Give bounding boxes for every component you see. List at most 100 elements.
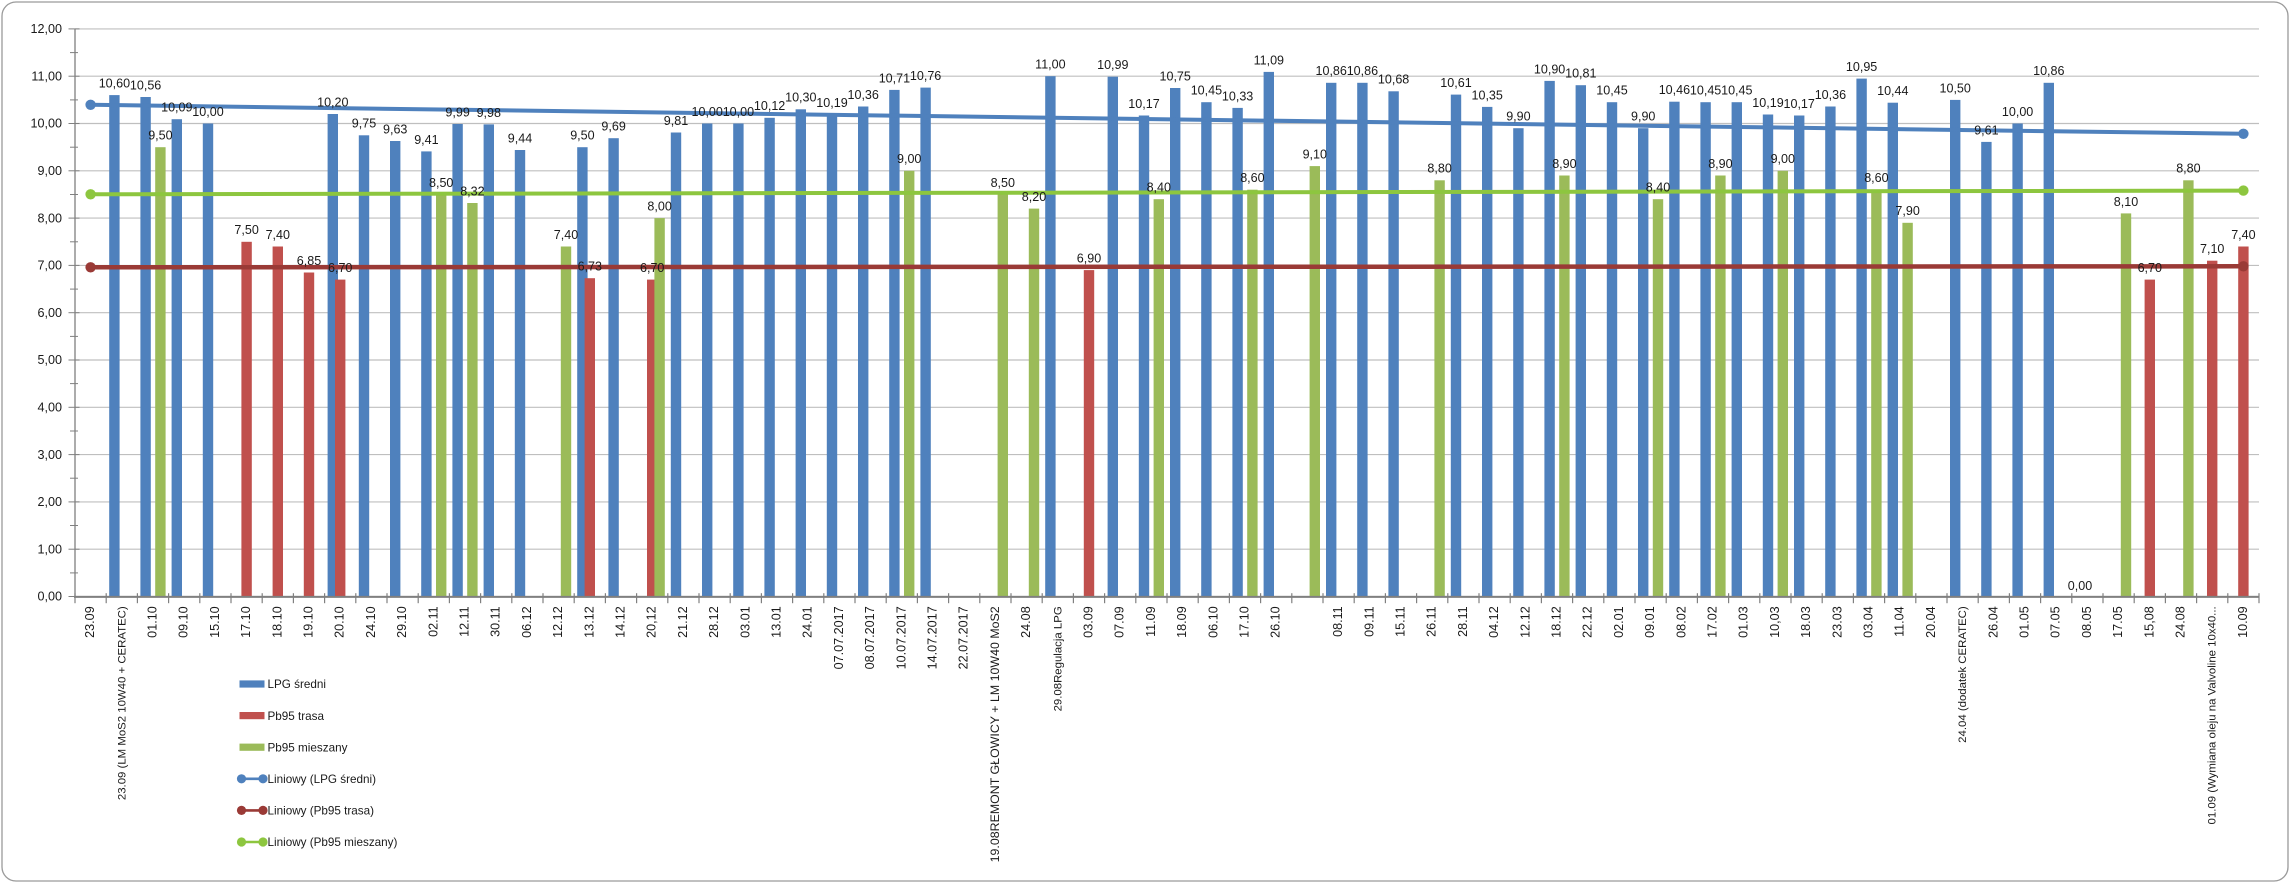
svg-text:10,45: 10,45 bbox=[1721, 84, 1752, 98]
svg-text:26.10: 26.10 bbox=[1269, 606, 1283, 638]
svg-text:8,32: 8,32 bbox=[460, 184, 484, 198]
svg-text:10,45: 10,45 bbox=[1191, 84, 1222, 98]
svg-text:7,40: 7,40 bbox=[266, 228, 290, 242]
svg-text:29.10: 29.10 bbox=[395, 606, 409, 638]
svg-text:9,98: 9,98 bbox=[477, 106, 501, 120]
svg-text:10,61: 10,61 bbox=[1440, 76, 1471, 90]
svg-text:3,00: 3,00 bbox=[37, 448, 62, 462]
svg-text:10,81: 10,81 bbox=[1565, 67, 1596, 81]
svg-text:7,10: 7,10 bbox=[2200, 242, 2224, 256]
svg-text:8,80: 8,80 bbox=[2176, 162, 2200, 176]
svg-text:10,00: 10,00 bbox=[192, 105, 223, 119]
svg-text:03.09: 03.09 bbox=[1082, 606, 1096, 638]
svg-text:6,00: 6,00 bbox=[37, 306, 62, 320]
svg-text:26.04: 26.04 bbox=[1986, 606, 2000, 638]
svg-text:09.10: 09.10 bbox=[177, 606, 191, 638]
svg-text:24.08: 24.08 bbox=[1019, 606, 1033, 638]
svg-text:10,36: 10,36 bbox=[847, 88, 878, 102]
svg-text:29.08Regulacja LPG: 29.08Regulacja LPG bbox=[1052, 606, 1064, 711]
svg-text:09.11: 09.11 bbox=[1362, 606, 1376, 637]
svg-text:8,80: 8,80 bbox=[1427, 162, 1451, 176]
svg-text:8,90: 8,90 bbox=[1708, 157, 1732, 171]
svg-text:22.12: 22.12 bbox=[1581, 606, 1595, 638]
svg-text:6,70: 6,70 bbox=[328, 261, 352, 275]
svg-text:9,90: 9,90 bbox=[1631, 110, 1655, 124]
svg-text:10,71: 10,71 bbox=[879, 71, 910, 85]
svg-text:08.11: 08.11 bbox=[1331, 606, 1345, 637]
svg-text:10,44: 10,44 bbox=[1877, 84, 1908, 98]
svg-text:10,19: 10,19 bbox=[1752, 96, 1783, 110]
svg-text:10,12: 10,12 bbox=[754, 99, 785, 113]
svg-text:10,35: 10,35 bbox=[1471, 88, 1502, 102]
svg-text:07.05: 07.05 bbox=[2049, 606, 2063, 638]
svg-text:5,00: 5,00 bbox=[37, 353, 62, 367]
svg-text:08.02: 08.02 bbox=[1674, 606, 1688, 638]
svg-text:17.10: 17.10 bbox=[1238, 606, 1252, 638]
svg-text:0,00: 0,00 bbox=[2068, 579, 2092, 593]
svg-text:01.03: 01.03 bbox=[1737, 606, 1751, 638]
svg-text:Liniowy (LPG średni): Liniowy (LPG średni) bbox=[268, 773, 377, 786]
svg-text:18.12: 18.12 bbox=[1550, 606, 1564, 638]
svg-text:08.05: 08.05 bbox=[2080, 606, 2094, 638]
svg-text:10,30: 10,30 bbox=[785, 91, 816, 105]
svg-text:24.08: 24.08 bbox=[2174, 606, 2188, 638]
svg-text:23.09 (LM MoS2 10W40 + CERATEC: 23.09 (LM MoS2 10W40 + CERATEC) bbox=[116, 606, 128, 800]
svg-text:8,10: 8,10 bbox=[2114, 195, 2138, 209]
svg-text:9,50: 9,50 bbox=[570, 129, 594, 143]
svg-text:9,00: 9,00 bbox=[897, 152, 921, 166]
svg-text:4,00: 4,00 bbox=[37, 401, 62, 415]
svg-text:14.07.2017: 14.07.2017 bbox=[926, 606, 940, 669]
svg-text:10,45: 10,45 bbox=[1596, 84, 1627, 98]
svg-text:10,00: 10,00 bbox=[723, 105, 754, 119]
svg-text:8,20: 8,20 bbox=[1022, 190, 1046, 204]
svg-text:11.09: 11.09 bbox=[1144, 606, 1158, 637]
svg-text:10,17: 10,17 bbox=[1783, 97, 1814, 111]
svg-text:10,00: 10,00 bbox=[691, 105, 722, 119]
svg-text:02.11: 02.11 bbox=[426, 606, 440, 637]
svg-text:8,60: 8,60 bbox=[1240, 171, 1264, 185]
svg-text:10,60: 10,60 bbox=[99, 77, 130, 91]
svg-text:10,17: 10,17 bbox=[1128, 97, 1159, 111]
svg-text:9,69: 9,69 bbox=[601, 120, 625, 134]
svg-text:10,86: 10,86 bbox=[2033, 64, 2064, 78]
svg-text:10,45: 10,45 bbox=[1690, 84, 1721, 98]
svg-text:01.09 (Wymiana oleju na Valvol: 01.09 (Wymiana oleju na Valvoline 10x40.… bbox=[2207, 606, 2219, 824]
svg-text:15,08: 15,08 bbox=[2142, 606, 2156, 638]
svg-text:10,86: 10,86 bbox=[1315, 64, 1346, 78]
svg-text:10.07.2017: 10.07.2017 bbox=[894, 606, 908, 669]
svg-text:8,50: 8,50 bbox=[991, 176, 1015, 190]
svg-text:7,40: 7,40 bbox=[554, 228, 578, 242]
svg-text:9,44: 9,44 bbox=[508, 131, 532, 145]
svg-text:17.02: 17.02 bbox=[1706, 606, 1720, 638]
svg-text:09.01: 09.01 bbox=[1643, 606, 1657, 638]
svg-text:18.09: 18.09 bbox=[1175, 606, 1189, 638]
svg-text:03.01: 03.01 bbox=[738, 606, 752, 638]
svg-text:8,40: 8,40 bbox=[1147, 181, 1171, 195]
svg-text:Pb95 mieszany: Pb95 mieszany bbox=[268, 741, 348, 754]
svg-text:03.04: 03.04 bbox=[1862, 606, 1876, 638]
svg-text:07.09: 07.09 bbox=[1113, 606, 1127, 638]
svg-text:12.11: 12.11 bbox=[458, 606, 472, 637]
svg-text:24.01: 24.01 bbox=[801, 606, 815, 638]
svg-text:19.10: 19.10 bbox=[302, 606, 316, 638]
svg-text:9,75: 9,75 bbox=[352, 117, 376, 131]
svg-text:15.11: 15.11 bbox=[1394, 606, 1408, 637]
svg-text:9,81: 9,81 bbox=[664, 114, 688, 128]
svg-text:10,19: 10,19 bbox=[816, 96, 847, 110]
svg-text:11.04: 11.04 bbox=[1893, 606, 1907, 637]
svg-text:24.04 (dodatek CERATEC): 24.04 (dodatek CERATEC) bbox=[1957, 606, 1969, 743]
svg-text:13.12: 13.12 bbox=[582, 606, 596, 638]
svg-text:23.03: 23.03 bbox=[1830, 606, 1844, 638]
svg-text:9,00: 9,00 bbox=[37, 164, 62, 178]
svg-text:6,85: 6,85 bbox=[297, 254, 321, 268]
svg-text:9,10: 9,10 bbox=[1303, 148, 1327, 162]
svg-text:10,86: 10,86 bbox=[1347, 64, 1378, 78]
svg-text:12.12: 12.12 bbox=[551, 606, 565, 638]
svg-text:21.12: 21.12 bbox=[676, 606, 690, 638]
svg-text:28.11: 28.11 bbox=[1456, 606, 1470, 637]
svg-text:20.04: 20.04 bbox=[1924, 606, 1938, 638]
svg-text:18.10: 18.10 bbox=[270, 606, 284, 638]
svg-text:8,00: 8,00 bbox=[647, 200, 671, 214]
svg-text:30.11: 30.11 bbox=[489, 606, 503, 637]
svg-text:15.10: 15.10 bbox=[208, 606, 222, 638]
